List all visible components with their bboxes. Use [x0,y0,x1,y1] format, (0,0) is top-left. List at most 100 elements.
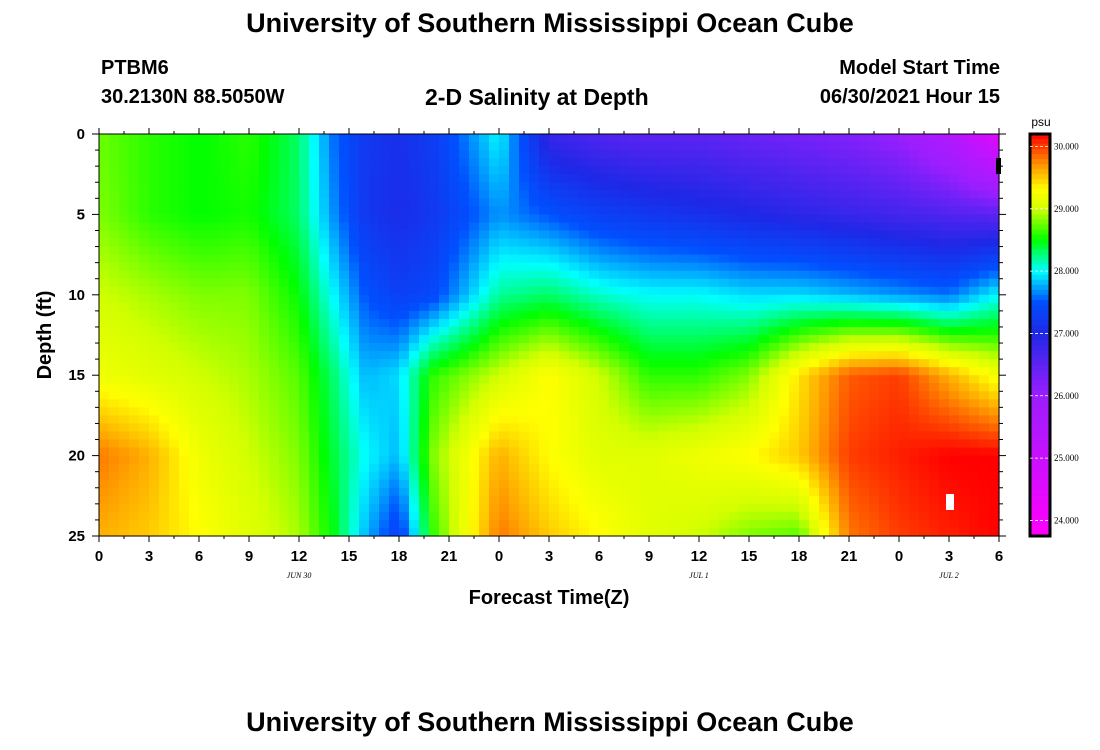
heatmap-cell [879,487,890,497]
heatmap-cell [109,206,120,215]
colorbar-segment [1030,179,1050,185]
heatmap-cell [469,222,480,232]
heatmap-cell [119,519,130,529]
heatmap-cell [409,302,420,312]
heatmap-cell [359,439,370,449]
heatmap-cell [639,383,650,392]
heatmap-cell [249,150,260,159]
heatmap-cell [789,318,800,328]
heatmap-cell [439,423,450,433]
heatmap-cell [669,447,680,457]
heatmap-cell [449,238,460,248]
heatmap-cell [859,182,870,191]
heatmap-cell [379,431,390,441]
heatmap-cell [699,158,710,167]
heatmap-cell [209,222,220,232]
heatmap-cell [119,471,130,481]
heatmap-cell [929,407,940,416]
heatmap-cell [889,302,900,312]
heatmap-cell [949,471,960,481]
heatmap-cell [289,391,300,400]
heatmap-cell [269,399,280,408]
heatmap-cell [449,367,460,376]
heatmap-cell [959,238,970,248]
heatmap-cell [699,479,710,489]
heatmap-cell [699,150,710,159]
heatmap-cell [839,142,850,151]
heatmap-cell [469,174,480,183]
heatmap-cell [549,198,560,207]
colorbar-segment [1030,274,1050,281]
heatmap-cell [159,495,170,505]
colorbar-segment [1030,299,1050,306]
heatmap-cell [949,479,960,489]
heatmap-cell [629,326,640,336]
heatmap-cell [819,527,830,537]
heatmap-cell [269,142,280,151]
heatmap-cell [289,238,300,248]
heatmap-cell [979,214,990,224]
heatmap-cell [609,511,620,521]
heatmap-cell [959,495,970,505]
heatmap-cell [389,142,400,151]
heatmap-cell [409,367,420,376]
heatmap-cell [739,134,750,143]
heatmap-cell [119,463,130,473]
heatmap-cell [349,335,360,344]
heatmap-cell [569,174,580,183]
heatmap-cell [969,326,980,336]
heatmap-cell [729,431,740,441]
heatmap-cell [549,431,560,441]
heatmap-cell [709,230,720,240]
heatmap-cell [669,511,680,521]
heatmap-cell [839,190,850,199]
heatmap-cell [129,399,140,408]
heatmap-cell [969,335,980,344]
heatmap-cell [629,310,640,320]
heatmap-cell [919,262,930,272]
heatmap-cell [299,222,310,232]
heatmap-cell [349,238,360,248]
heatmap-cell [299,471,310,481]
heatmap-cell [259,142,270,151]
heatmap-cell [209,415,220,425]
heatmap-cell [179,190,190,199]
heatmap-cell [579,214,590,224]
heatmap-cell [479,166,490,175]
heatmap-cell [399,190,410,199]
heatmap-cell [169,134,180,143]
heatmap-cell [909,158,920,167]
heatmap-cell [969,310,980,320]
heatmap-cell [349,142,360,151]
heatmap-cell [689,286,700,296]
colorbar-tick-label: 24.000 [1054,515,1079,525]
heatmap-cell [649,343,660,352]
heatmap-cell [519,455,530,465]
heatmap-cell [919,503,930,513]
heatmap-cell [899,318,910,328]
heatmap-cell [579,399,590,408]
heatmap-cell [649,463,660,473]
heatmap-cell [299,447,310,457]
heatmap-cell [879,455,890,465]
heatmap-cell [649,166,660,175]
heatmap-cell [529,310,540,320]
heatmap-cell [589,254,600,264]
heatmap-cell [239,214,250,224]
x-tick-label: 3 [145,548,153,565]
heatmap-cell [739,198,750,207]
heatmap-cell [939,391,950,400]
heatmap-cell [439,439,450,449]
heatmap-cell [749,182,760,191]
heatmap-cell [669,198,680,207]
heatmap-cell [499,335,510,344]
heatmap-cell [349,318,360,328]
heatmap-cell [619,479,630,489]
colorbar-segment [1030,490,1050,497]
heatmap-cell [219,238,230,248]
heatmap-cell [579,134,590,143]
heatmap-cell [389,375,400,384]
colorbar-segment [1030,425,1050,432]
heatmap-cell [609,206,620,215]
heatmap-cell [619,367,630,376]
